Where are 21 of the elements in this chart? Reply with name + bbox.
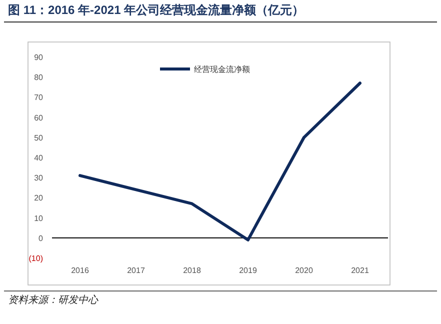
y-tick-label: (10) — [28, 254, 44, 263]
text: 资料来源：研发中心 — [8, 294, 99, 306]
x-tick-label: 2019 — [239, 266, 258, 275]
x-tick-label: 2021 — [351, 266, 370, 275]
y-tick-label: 0 — [38, 234, 44, 243]
y-tick-label: 80 — [34, 73, 44, 82]
y-tick-label: 70 — [34, 93, 44, 102]
legend-label: 经营现金流净额 — [194, 65, 250, 74]
y-tick-label: 10 — [34, 214, 44, 223]
line-series — [78, 82, 362, 242]
y-tick-label: 30 — [34, 174, 44, 183]
y-tick-label: 90 — [34, 53, 44, 62]
x-tick-label: 2017 — [127, 266, 146, 275]
x-tick-label: 2020 — [295, 266, 314, 275]
x-tick-label: 2016 — [71, 266, 90, 275]
x-tick-label: 2018 — [183, 266, 202, 275]
y-tick-label: 40 — [34, 154, 44, 162]
chart-title: 图 11：2016 年-2021 年公司经营现金流量净额（亿元） — [8, 3, 304, 17]
y-tick-label: 20 — [34, 194, 44, 203]
y-tick-label: 60 — [34, 113, 44, 122]
y-tick-label: 50 — [34, 133, 44, 142]
